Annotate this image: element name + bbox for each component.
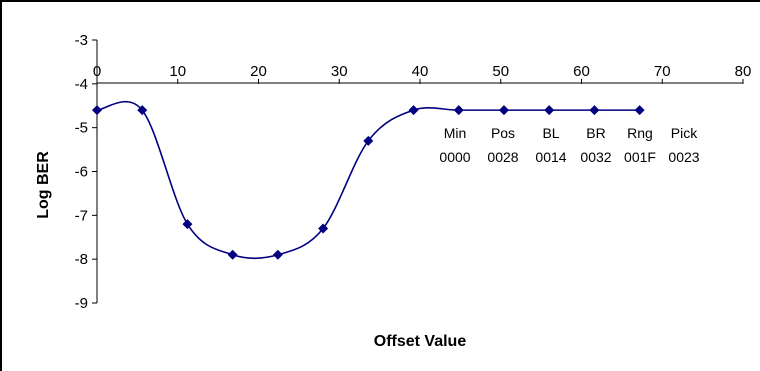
annotation-name: Pick — [671, 125, 698, 141]
y-tick-label: -6 — [75, 164, 88, 181]
annotation-name: BL — [542, 125, 559, 141]
y-axis-title: Log BER — [35, 151, 52, 219]
annotation-labels: Min 0000 Pos 0028 BL 0014 BR 0032 Rng 001F Pick 002… — [439, 125, 699, 165]
annotation-value: 0032 — [580, 149, 611, 165]
annotation-name: BR — [586, 125, 605, 141]
data-point-marker — [318, 223, 329, 234]
x-axis-title: Offset Value — [374, 333, 467, 350]
annotation-name: Min — [444, 125, 467, 141]
x-tick-label: 20 — [250, 63, 267, 80]
data-point-marker — [589, 105, 600, 116]
data-point-marker — [498, 105, 509, 116]
annotation-value: 0014 — [535, 149, 566, 165]
annotation-name: Rng — [627, 125, 653, 141]
y-tick-label: -3 — [75, 32, 88, 49]
annotation-value: 0000 — [439, 149, 470, 165]
x-axis-ticks: 0 10 20 30 40 50 60 70 80 — [93, 63, 752, 84]
x-tick-label: 10 — [169, 63, 186, 80]
data-point-marker — [544, 105, 555, 116]
y-tick-label: -5 — [75, 120, 88, 137]
annotation-value: 001F — [624, 149, 656, 165]
y-tick-label: -9 — [75, 295, 88, 312]
y-tick-label: -7 — [75, 207, 88, 224]
x-tick-label: 60 — [573, 63, 590, 80]
series-markers — [92, 105, 645, 260]
annotation-name: Pos — [491, 125, 515, 141]
annotation-value: 0023 — [668, 149, 699, 165]
y-tick-label: -4 — [75, 76, 88, 93]
data-point-marker — [363, 135, 374, 146]
y-axis-ticks: -3 -4 -5 -6 -7 -8 -9 — [75, 32, 97, 312]
data-point-marker — [272, 249, 283, 260]
y-tick-label: -8 — [75, 251, 88, 268]
x-tick-label: 50 — [492, 63, 509, 80]
x-tick-label: 30 — [331, 63, 348, 80]
x-tick-label: 80 — [735, 63, 752, 80]
data-point-marker — [453, 105, 464, 116]
data-point-marker — [227, 249, 238, 260]
data-point-marker — [92, 105, 102, 116]
data-point-marker — [408, 105, 419, 116]
x-tick-label: 40 — [412, 63, 429, 80]
data-point-marker — [182, 219, 193, 230]
x-tick-label: 70 — [654, 63, 671, 80]
annotation-value: 0028 — [487, 149, 518, 165]
data-point-marker — [137, 105, 148, 116]
x-tick-label: 0 — [93, 63, 101, 80]
data-point-marker — [634, 105, 645, 116]
